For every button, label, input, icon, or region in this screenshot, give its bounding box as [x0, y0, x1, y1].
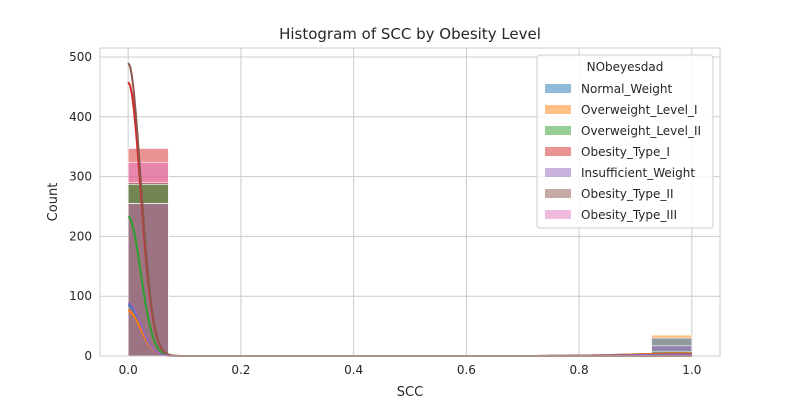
legend-label: Overweight_Level_II — [581, 124, 701, 138]
legend-swatch — [545, 84, 571, 93]
x-tick-label: 0.4 — [344, 363, 363, 377]
chart-title: Histogram of SCC by Obesity Level — [279, 25, 541, 43]
legend-label: Insufficient_Weight — [581, 166, 695, 180]
legend-swatch — [545, 189, 571, 198]
y-tick-label: 0 — [84, 349, 92, 363]
x-tick-label: 0.6 — [457, 363, 476, 377]
y-tick-labels: 0 100 200 300 400 500 — [69, 50, 92, 363]
legend-label: Obesity_Type_II — [581, 187, 673, 201]
legend-label: Obesity_Type_I — [581, 145, 670, 159]
x-tick-label: 0.8 — [570, 363, 589, 377]
x-tick-label: 0.2 — [231, 363, 250, 377]
legend-label: Overweight_Level_I — [581, 103, 698, 117]
x-tick-labels: 0.0 0.2 0.4 0.6 0.8 1.0 — [119, 363, 702, 377]
histogram-bars — [127, 148, 693, 357]
legend-swatch — [545, 168, 571, 177]
x-axis-label: SCC — [397, 385, 423, 400]
y-tick-label: 400 — [69, 110, 92, 124]
legend-swatch — [545, 105, 571, 114]
y-tick-label: 200 — [69, 229, 92, 243]
y-tick-label: 500 — [69, 50, 92, 64]
legend-swatch — [545, 126, 571, 135]
x-tick-label: 0.0 — [119, 363, 138, 377]
x-tick-label: 1.0 — [682, 363, 701, 377]
legend-label: Obesity_Type_III — [581, 208, 677, 222]
legend: NObeyesdad Normal_Weight Overweight_Level… — [536, 54, 714, 229]
y-tick-label: 300 — [69, 170, 92, 184]
legend-title: NObeyesdad — [587, 60, 664, 74]
y-axis-label: Count — [46, 183, 61, 222]
plot-frame — [99, 47, 721, 357]
legend-swatch — [545, 210, 571, 219]
legend-label: Normal_Weight — [581, 82, 673, 96]
y-tick-label: 100 — [69, 289, 92, 303]
legend-box — [536, 54, 714, 229]
legend-swatch — [545, 147, 571, 156]
